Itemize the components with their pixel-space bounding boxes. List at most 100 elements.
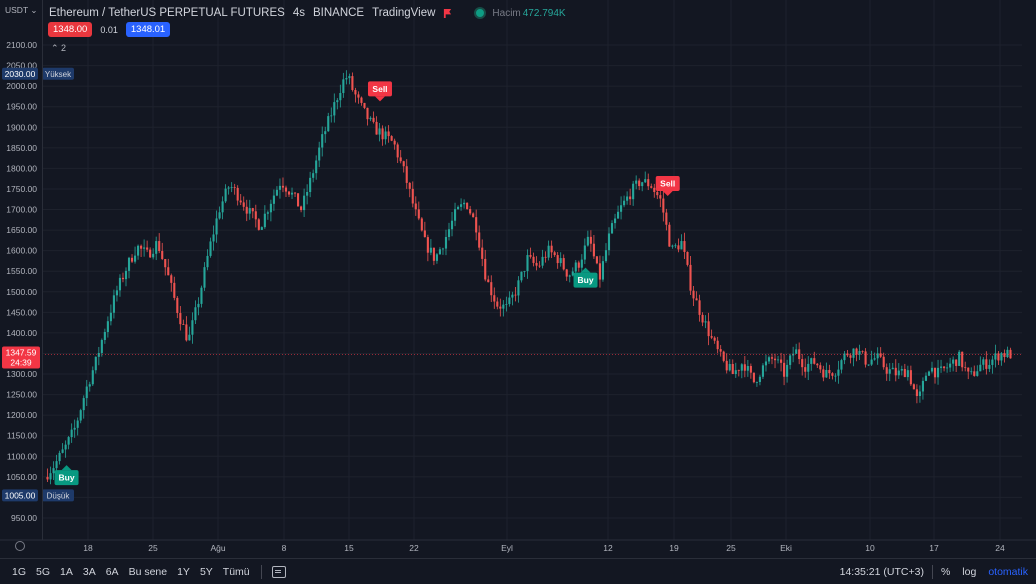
candle-body[interactable] [870,359,873,365]
candle-body[interactable] [547,245,550,258]
range-button-bu-sene[interactable]: Bu sene [128,565,168,578]
candle-body[interactable] [206,255,209,268]
candle-body[interactable] [417,209,420,219]
candle-body[interactable] [100,340,103,353]
candle-body[interactable] [127,257,131,271]
candle-body[interactable] [731,363,734,375]
candle-body[interactable] [408,182,411,189]
candle-body[interactable] [487,279,490,283]
candle-body[interactable] [212,234,215,242]
candle-body[interactable] [167,267,170,276]
candle-body[interactable] [284,187,288,192]
candle-body[interactable] [272,195,275,204]
candle-body[interactable] [855,348,858,355]
candle-body[interactable] [695,298,698,301]
candle-body[interactable] [197,303,200,308]
candle-body[interactable] [287,191,291,195]
candle-body[interactable] [106,321,109,332]
candle-body[interactable] [354,89,357,95]
range-button-6a[interactable]: 6A [105,565,119,578]
candle-body[interactable] [620,205,623,212]
candle-body[interactable] [949,363,952,368]
candle-body[interactable] [764,361,768,366]
candle-body[interactable] [203,267,206,288]
candle-body[interactable] [773,358,777,361]
candle-body[interactable] [740,364,743,371]
candle-body[interactable] [737,370,740,372]
range-button-3a[interactable]: 3A [82,565,96,578]
candle-body[interactable] [725,360,728,371]
candle-body[interactable] [55,461,58,469]
candle-body[interactable] [689,264,692,291]
candle-body[interactable] [538,265,541,267]
candle-body[interactable] [553,252,556,256]
candle-body[interactable] [70,429,73,438]
candle-body[interactable] [544,256,547,258]
candle-body[interactable] [149,249,152,258]
candle-body[interactable] [822,369,825,378]
candle-body[interactable] [891,367,894,370]
candle-body[interactable] [420,218,423,231]
candle-body[interactable] [662,198,665,213]
candle-body[interactable] [493,295,496,302]
candle-body[interactable] [556,255,559,264]
candle-body[interactable] [52,468,55,474]
candle-body[interactable] [242,202,245,207]
percent-toggle[interactable]: % [940,565,951,578]
candle-body[interactable] [312,173,315,178]
candle-body[interactable] [188,334,191,341]
candle-body[interactable] [532,256,535,263]
candle-body[interactable] [674,245,677,247]
candle-body[interactable] [994,353,997,360]
candle-body[interactable] [191,320,194,335]
candle-body[interactable] [179,312,182,325]
candle-body[interactable] [783,362,786,377]
candle-body[interactable] [982,359,985,365]
candle-body[interactable] [598,263,601,280]
candle-body[interactable] [601,261,605,280]
candle-body[interactable] [450,220,454,230]
candle-body[interactable] [719,349,722,352]
candle-body[interactable] [46,476,49,480]
candle-body[interactable] [900,368,903,371]
candle-body[interactable] [67,437,70,445]
candle-body[interactable] [523,271,526,272]
candle-body[interactable] [526,255,529,272]
candle-body[interactable] [453,209,457,221]
buy-price-button[interactable]: 1348.01 [125,22,171,37]
candle-body[interactable] [257,219,260,230]
candle-body[interactable] [734,370,737,375]
candle-body[interactable] [707,321,710,337]
candle-body[interactable] [828,369,831,374]
candle-body[interactable] [680,241,683,250]
candle-body[interactable] [263,213,266,228]
candle-body[interactable] [786,364,789,377]
candle-body[interactable] [447,229,451,238]
candle-body[interactable] [665,212,668,225]
candle-body[interactable] [444,237,448,249]
candle-body[interactable] [936,367,940,378]
candle-body[interactable] [484,258,487,280]
candle-body[interactable] [520,271,523,281]
candle-body[interactable] [583,245,586,260]
log-toggle[interactable]: log [962,565,977,578]
candle-body[interactable] [906,370,909,378]
candle-body[interactable] [64,444,67,450]
candle-body[interactable] [804,367,807,372]
candle-body[interactable] [882,356,885,368]
candle-body[interactable] [650,186,653,188]
candle-body[interactable] [933,367,937,378]
candle-body[interactable] [849,355,852,358]
candle-body[interactable] [613,218,617,224]
candle-body[interactable] [499,306,502,309]
candle-body[interactable] [221,201,224,213]
candle-body[interactable] [888,369,891,374]
candle-body[interactable] [481,247,484,259]
candle-body[interactable] [529,255,532,257]
candle-body[interactable] [85,386,88,399]
candle-body[interactable] [559,258,562,264]
candle-body[interactable] [324,131,327,135]
candle-body[interactable] [801,359,804,368]
candle-body[interactable] [475,217,478,233]
